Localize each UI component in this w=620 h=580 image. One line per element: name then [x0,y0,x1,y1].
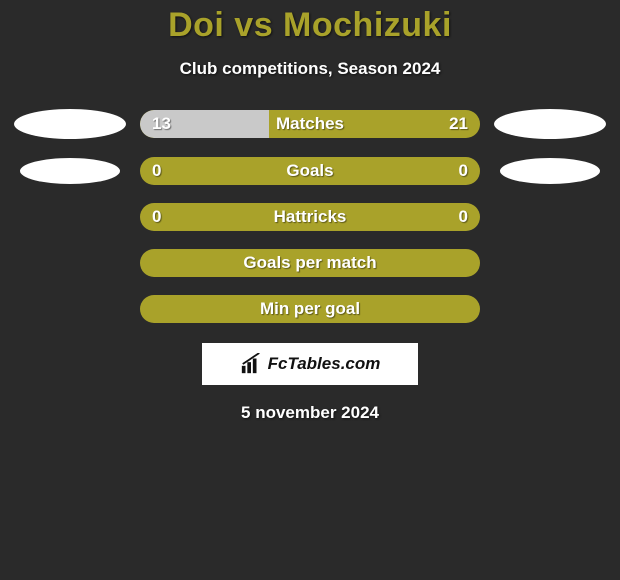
stat-bar: 0 Hattricks 0 [140,203,480,231]
stat-row: 0 Goals 0 [0,157,620,185]
stat-right-value: 21 [449,114,468,134]
left-oval [20,158,120,184]
stat-label: Matches [276,114,344,134]
comparison-card: Doi vs Mochizuki Club competitions, Seas… [0,0,620,423]
stat-row: 0 Hattricks 0 [0,203,620,231]
bars-icon [240,353,262,375]
left-oval [14,109,126,139]
left-oval-slot [0,109,140,139]
stat-left-value: 13 [152,114,171,134]
stat-right-value: 0 [459,207,468,227]
stat-label: Hattricks [274,207,347,227]
stat-left-value: 0 [152,207,161,227]
right-oval [500,158,600,184]
right-oval-slot [480,158,620,184]
stat-label: Min per goal [260,299,360,319]
stat-bar: 0 Goals 0 [140,157,480,185]
stat-label: Goals [286,161,333,181]
left-oval-slot [0,158,140,184]
page-title: Doi vs Mochizuki [168,6,452,45]
stat-bar: 13 Matches 21 [140,110,480,138]
right-oval-slot [480,109,620,139]
stat-bar: Goals per match [140,249,480,277]
stat-label: Goals per match [243,253,376,273]
stat-right-value: 0 [459,161,468,181]
source-logo: FcTables.com [202,343,418,385]
stat-bar: Min per goal [140,295,480,323]
stat-row: Min per goal [0,295,620,323]
stat-row: Goals per match [0,249,620,277]
date-text: 5 november 2024 [241,403,379,423]
stat-left-value: 0 [152,161,161,181]
stat-rows: 13 Matches 21 0 Goals 0 0 Hattricks 0 Goals per m… [0,109,620,323]
right-oval [494,109,606,139]
stat-row: 13 Matches 21 [0,109,620,139]
logo-text: FcTables.com [268,354,381,374]
page-subtitle: Club competitions, Season 2024 [180,59,441,79]
